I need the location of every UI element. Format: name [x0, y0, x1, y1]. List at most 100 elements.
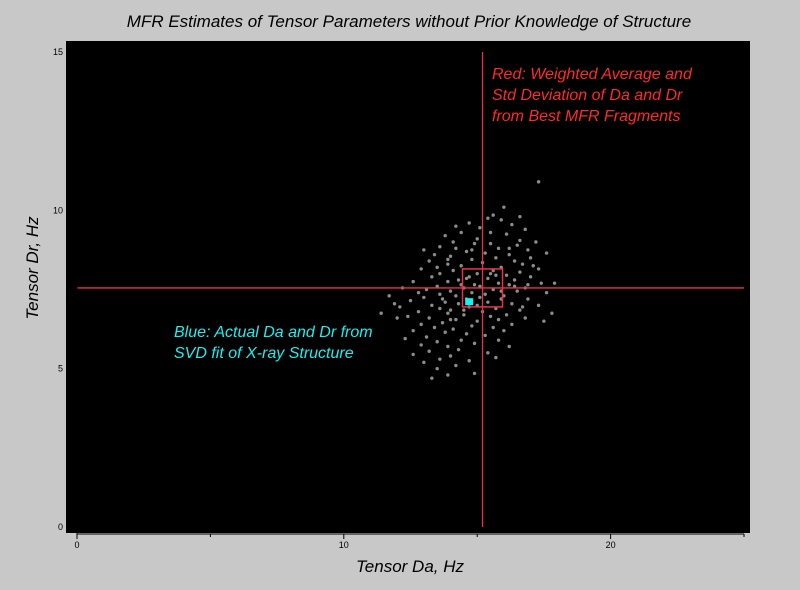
data-point [544, 290, 549, 295]
data-point [528, 275, 533, 279]
y-tick-label: 5 [58, 364, 63, 374]
data-point [462, 308, 466, 312]
data-point [475, 271, 479, 276]
data-point [470, 324, 474, 328]
data-point [451, 240, 455, 244]
weighted-average-overlay [77, 52, 744, 527]
data-point [403, 336, 407, 341]
plot-area [66, 41, 750, 533]
data-point [536, 267, 541, 271]
annotation-line: Std Deviation of Da and Dr [492, 87, 683, 104]
data-point [478, 284, 482, 289]
data-point [419, 343, 423, 347]
data-point [419, 267, 423, 271]
axes: 0 5 10 15 0 10 20 [53, 47, 745, 550]
y-tick-label: 0 [58, 522, 63, 532]
data-point [504, 232, 509, 236]
annotation-line: SVD fit of X-ray Structure [174, 345, 354, 362]
data-point [411, 328, 415, 333]
data-point [518, 270, 522, 274]
weighted-average-annotation: Red: Weighted Average and Std Deviation o… [492, 66, 693, 125]
data-point [518, 214, 522, 219]
y-tick-label: 10 [53, 205, 63, 215]
data-point [379, 311, 383, 315]
data-point [496, 338, 501, 342]
data-point [510, 302, 514, 306]
data-point [552, 281, 557, 285]
data-point [472, 341, 477, 346]
data-point [486, 300, 490, 304]
data-point [523, 227, 527, 232]
data-point [486, 276, 490, 281]
data-point [456, 278, 461, 282]
data-point [488, 230, 493, 235]
data-point [398, 305, 402, 309]
data-point [443, 233, 447, 238]
data-point [443, 330, 447, 334]
data-point [438, 271, 442, 276]
data-point [488, 241, 493, 246]
data-point [411, 352, 415, 357]
data-point [395, 316, 399, 320]
actual-value-annotation: Blue: Actual Da and Dr from SVD fit of X-… [174, 324, 373, 362]
data-point [446, 262, 450, 266]
data-point [507, 252, 511, 257]
data-point [507, 283, 511, 287]
data-point [483, 292, 487, 296]
data-point [454, 224, 458, 228]
data-point [459, 264, 463, 268]
data-point [478, 226, 482, 230]
data-point [456, 302, 461, 306]
data-point [446, 344, 450, 349]
data-point [483, 251, 487, 255]
data-point [494, 273, 498, 277]
data-point [512, 284, 517, 289]
data-point [435, 340, 439, 344]
data-point [448, 354, 453, 358]
data-point [539, 281, 543, 285]
data-point [416, 290, 421, 295]
y-tick-label: 15 [53, 47, 63, 57]
data-point [448, 317, 453, 322]
data-point [472, 283, 477, 287]
data-point [475, 319, 479, 323]
data-point [438, 245, 442, 249]
data-point [448, 289, 453, 293]
data-point [422, 360, 426, 365]
data-point [451, 327, 455, 331]
data-point [454, 317, 458, 322]
data-point [448, 308, 453, 312]
data-point [496, 281, 501, 285]
data-point [504, 273, 509, 277]
data-point [534, 240, 538, 244]
data-point [478, 295, 482, 300]
data-point [459, 230, 463, 235]
data-point [536, 303, 541, 308]
data-point [528, 256, 533, 260]
data-point [550, 311, 554, 315]
data-point [454, 294, 458, 298]
data-point [438, 292, 442, 296]
data-point [435, 284, 439, 289]
data-point [446, 257, 450, 262]
data-point [427, 349, 431, 353]
data-point [464, 332, 469, 336]
data-point [494, 256, 498, 260]
data-point [470, 248, 474, 252]
data-point [454, 246, 458, 251]
data-point [518, 238, 522, 243]
data-point [544, 251, 549, 255]
data-point [464, 276, 469, 281]
annotation-line: Red: Weighted Average and [492, 66, 693, 83]
data-point [486, 351, 490, 355]
data-point [472, 241, 477, 246]
data-point [438, 357, 442, 361]
data-point [419, 322, 423, 327]
data-point [496, 317, 501, 322]
data-point [523, 316, 527, 320]
data-point [520, 305, 525, 309]
data-point [392, 302, 397, 306]
data-point [435, 265, 439, 270]
data-point [464, 249, 469, 254]
data-point [387, 294, 391, 298]
